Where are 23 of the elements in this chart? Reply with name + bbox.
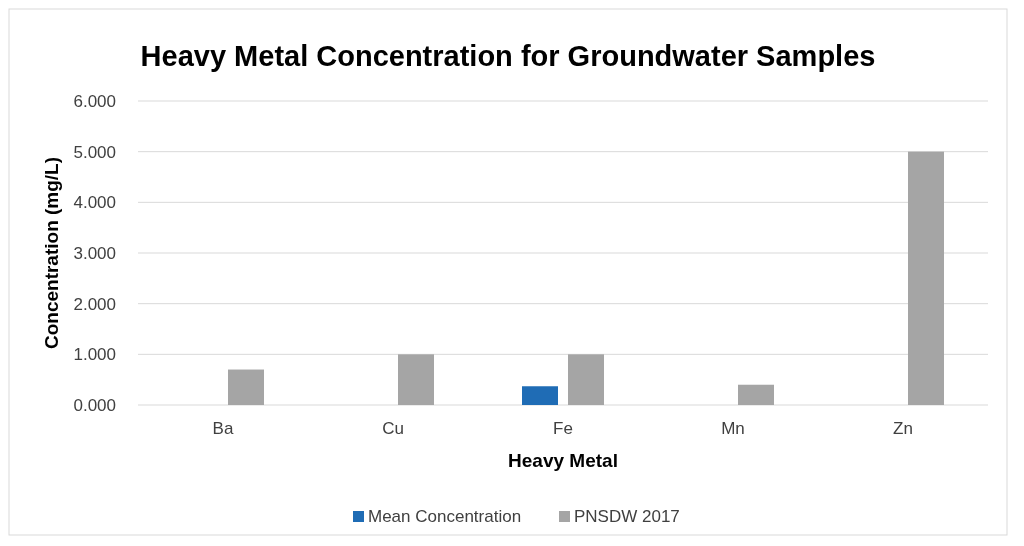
bar	[908, 151, 944, 405]
bar	[228, 369, 264, 405]
y-axis-title: Concentration (mg/L)	[41, 156, 62, 350]
y-tick-label: 1.000	[73, 345, 116, 365]
y-tick-label: 4.000	[73, 193, 116, 213]
y-tick-label: 6.000	[73, 91, 116, 111]
x-axis-title: Heavy Metal	[508, 450, 618, 471]
y-tick-label: 3.000	[73, 243, 116, 263]
legend-label: Mean Concentration	[368, 507, 522, 526]
x-tick-label: Mn	[721, 419, 745, 438]
bar	[738, 384, 774, 405]
chart-title: Heavy Metal Concentration for Groundwater Samples	[140, 40, 876, 72]
legend-label: PNSDW 2017	[574, 507, 680, 526]
y-tick-label: 2.000	[73, 294, 116, 314]
x-tick-label: Ba	[212, 419, 234, 438]
bar	[568, 354, 604, 405]
y-tick-label: 5.000	[73, 142, 116, 162]
y-tick-label: 0.000	[73, 395, 116, 415]
x-tick-label: Cu	[382, 419, 404, 438]
bar	[398, 354, 434, 405]
x-tick-label: Fe	[553, 419, 573, 438]
bar	[522, 386, 558, 405]
x-tick-label: Zn	[893, 419, 913, 438]
